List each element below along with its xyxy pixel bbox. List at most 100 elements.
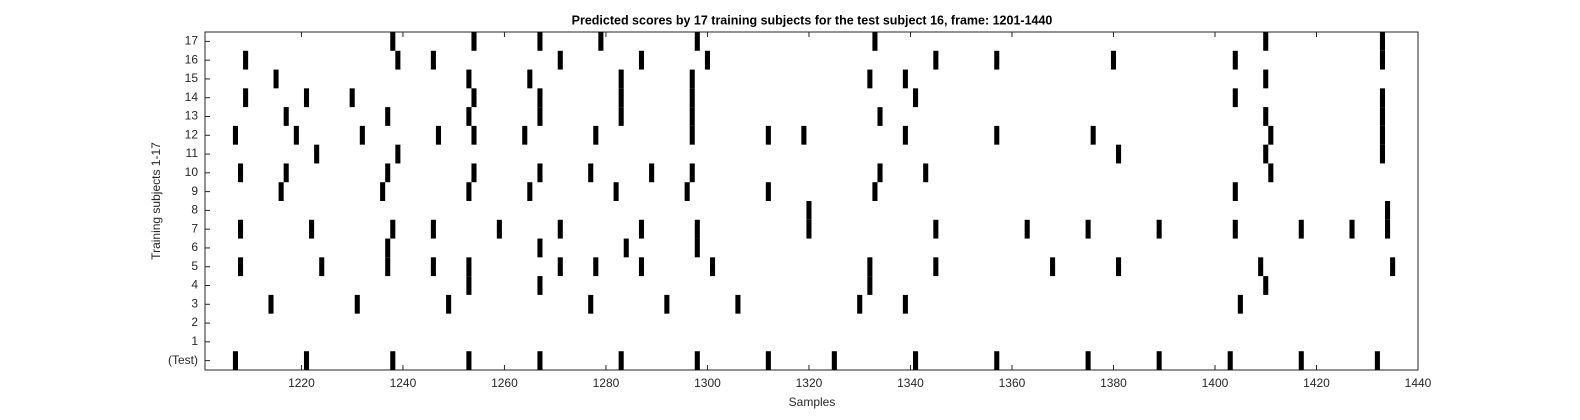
event-bar xyxy=(765,182,771,201)
event-bar xyxy=(471,125,477,145)
event-bar xyxy=(435,125,442,145)
event-bar xyxy=(1379,32,1386,51)
event-bar xyxy=(390,32,396,51)
x-tick-label: 1260 xyxy=(491,376,518,390)
event-bar xyxy=(496,219,502,239)
event-bar xyxy=(638,219,645,239)
event-bar xyxy=(618,88,624,108)
y-tick-label: 3 xyxy=(191,296,198,310)
event-bar xyxy=(395,144,401,164)
event-bar xyxy=(466,107,472,126)
y-tick-label: 7 xyxy=(191,221,198,235)
event-bar xyxy=(867,257,873,277)
event-bar xyxy=(704,50,710,70)
y-tick-label: 8 xyxy=(191,203,198,217)
x-axis-label: Samples xyxy=(789,395,836,409)
event-bar xyxy=(598,32,604,51)
event-bar xyxy=(466,351,472,370)
event-bar xyxy=(1379,107,1386,126)
event-bar xyxy=(1263,107,1269,126)
x-tick-label: 1220 xyxy=(288,376,315,390)
event-bar xyxy=(694,219,700,239)
event-bar xyxy=(664,294,670,314)
event-bar xyxy=(765,351,771,370)
event-bar xyxy=(1237,294,1243,314)
y-tick-label: 12 xyxy=(185,127,199,141)
event-bar xyxy=(1116,257,1122,277)
event-bar xyxy=(923,163,929,183)
y-tick-label: 11 xyxy=(186,146,199,160)
x-tick-label: 1360 xyxy=(999,376,1026,390)
event-bar xyxy=(806,201,812,220)
event-bar xyxy=(867,69,873,89)
event-bar xyxy=(232,125,238,145)
event-bar xyxy=(385,163,391,183)
event-bar xyxy=(430,219,436,239)
y-tick-label: 17 xyxy=(185,34,199,48)
event-bar xyxy=(902,294,908,314)
event-bar xyxy=(537,276,543,295)
event-bar xyxy=(471,163,477,183)
event-bar xyxy=(1258,257,1264,277)
event-bar xyxy=(319,257,325,277)
event-bar xyxy=(237,257,244,277)
x-tick-label: 1320 xyxy=(796,376,823,390)
event-bar xyxy=(1263,69,1269,89)
event-bar xyxy=(1379,125,1386,145)
event-bar xyxy=(872,32,878,51)
event-bar xyxy=(933,50,939,70)
event-bar xyxy=(588,163,594,183)
event-bar xyxy=(354,294,360,314)
event-bar xyxy=(689,163,695,183)
x-tick-label: 1380 xyxy=(1100,376,1127,390)
event-bar xyxy=(831,351,837,370)
event-bar xyxy=(618,107,624,126)
event-bar xyxy=(1379,144,1386,164)
event-bar xyxy=(694,351,700,370)
event-bar xyxy=(1227,351,1233,370)
event-bar xyxy=(537,351,543,370)
event-bar xyxy=(689,125,695,145)
x-tick-label: 1440 xyxy=(1405,376,1432,390)
x-tick-label: 1280 xyxy=(593,376,620,390)
event-bar xyxy=(237,219,244,239)
event-bar xyxy=(994,50,1000,70)
event-bar xyxy=(349,88,355,108)
event-bar xyxy=(638,257,645,277)
event-bar xyxy=(689,69,695,89)
event-bar xyxy=(1379,50,1386,70)
event-bar xyxy=(314,144,320,164)
event-bar xyxy=(857,294,863,314)
event-bar xyxy=(1232,50,1238,70)
y-tick-label: 10 xyxy=(185,165,199,179)
event-bar xyxy=(1298,219,1304,239)
event-bar xyxy=(806,219,812,239)
event-bar xyxy=(994,125,1000,145)
event-bar xyxy=(309,219,315,239)
event-bar xyxy=(557,219,563,239)
event-bar xyxy=(877,163,883,183)
event-bar xyxy=(380,182,386,201)
event-bar xyxy=(623,238,629,258)
event-bar xyxy=(268,294,274,314)
event-bar xyxy=(527,182,533,201)
event-bar xyxy=(613,182,619,201)
event-bar xyxy=(1232,182,1238,201)
y-tick-label: 15 xyxy=(185,71,199,85)
event-bar xyxy=(593,257,599,277)
event-bar xyxy=(283,107,289,126)
event-bar xyxy=(278,182,284,201)
y-tick-label: 13 xyxy=(185,109,199,123)
x-tick-label: 1340 xyxy=(897,376,924,390)
event-bar xyxy=(303,351,310,370)
event-bar xyxy=(466,69,472,89)
event-bar xyxy=(689,107,695,126)
x-tick-label: 1420 xyxy=(1303,376,1330,390)
event-bar xyxy=(1349,219,1355,239)
event-bar xyxy=(588,294,594,314)
event-bar xyxy=(243,50,249,70)
event-bar xyxy=(557,50,563,70)
event-bar xyxy=(537,238,543,258)
event-bar xyxy=(1390,257,1396,277)
event-bar xyxy=(537,88,543,108)
